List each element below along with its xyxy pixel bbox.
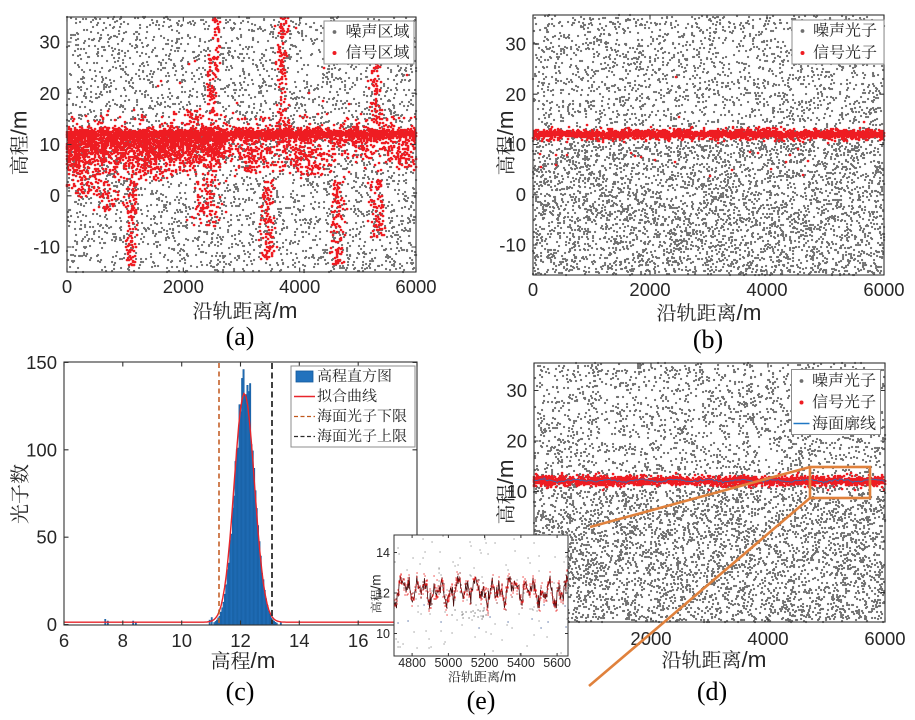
svg-text:10: 10 <box>171 630 192 651</box>
svg-text:6000: 6000 <box>864 628 905 649</box>
svg-text:20: 20 <box>506 431 527 452</box>
svg-text:/m: /m <box>369 575 384 590</box>
svg-text:30: 30 <box>39 32 60 53</box>
svg-text:5400: 5400 <box>507 656 535 670</box>
svg-text:6000: 6000 <box>395 276 436 297</box>
svg-text:/m: /m <box>273 298 298 323</box>
svg-text:10: 10 <box>505 134 526 155</box>
svg-text:0: 0 <box>62 276 72 297</box>
svg-text:10: 10 <box>506 481 527 502</box>
svg-text:/m: /m <box>500 669 516 685</box>
svg-text:-10: -10 <box>33 237 60 258</box>
svg-text:(b): (b) <box>693 325 723 354</box>
svg-text:-10: -10 <box>499 235 526 256</box>
svg-text:30: 30 <box>505 34 526 55</box>
svg-text:20: 20 <box>505 84 526 105</box>
svg-text:/m: /m <box>251 648 276 673</box>
svg-text:0: 0 <box>528 279 538 300</box>
svg-text:0: 0 <box>47 614 57 635</box>
svg-text:4000: 4000 <box>279 276 320 297</box>
svg-text:6: 6 <box>59 630 69 651</box>
svg-text:/m: /m <box>493 111 518 136</box>
svg-text:(d): (d) <box>697 677 727 706</box>
svg-text:2000: 2000 <box>629 279 670 300</box>
svg-text:2000: 2000 <box>630 628 671 649</box>
svg-text:12: 12 <box>376 587 390 601</box>
svg-text:10: 10 <box>376 627 390 641</box>
svg-text:14: 14 <box>376 546 390 560</box>
svg-text:8: 8 <box>118 630 128 651</box>
svg-text:150: 150 <box>26 352 57 373</box>
svg-text:30: 30 <box>506 380 527 401</box>
svg-text:4000: 4000 <box>747 628 788 649</box>
svg-text:12: 12 <box>230 630 251 651</box>
svg-text:4000: 4000 <box>746 279 787 300</box>
svg-text:(a): (a) <box>226 322 255 351</box>
svg-text:4800: 4800 <box>398 656 426 670</box>
svg-text:100: 100 <box>26 439 57 460</box>
svg-text:20: 20 <box>39 83 60 104</box>
svg-text:/m: /m <box>737 300 762 325</box>
svg-text:5000: 5000 <box>434 656 462 670</box>
svg-text:/m: /m <box>742 647 767 672</box>
svg-text:2000: 2000 <box>163 276 204 297</box>
svg-text:14: 14 <box>289 630 310 651</box>
svg-text:10: 10 <box>39 134 60 155</box>
svg-text:0: 0 <box>516 184 526 205</box>
svg-text:/m: /m <box>493 460 518 485</box>
svg-text:/m: /m <box>7 111 32 136</box>
svg-text:(c): (c) <box>226 677 255 706</box>
svg-text:0: 0 <box>50 185 60 206</box>
svg-text:(e): (e) <box>467 686 496 715</box>
svg-text:50: 50 <box>36 527 57 548</box>
svg-text:5600: 5600 <box>543 656 571 670</box>
svg-text:16: 16 <box>348 630 369 651</box>
svg-text:5200: 5200 <box>471 656 499 670</box>
svg-text:6000: 6000 <box>863 279 904 300</box>
